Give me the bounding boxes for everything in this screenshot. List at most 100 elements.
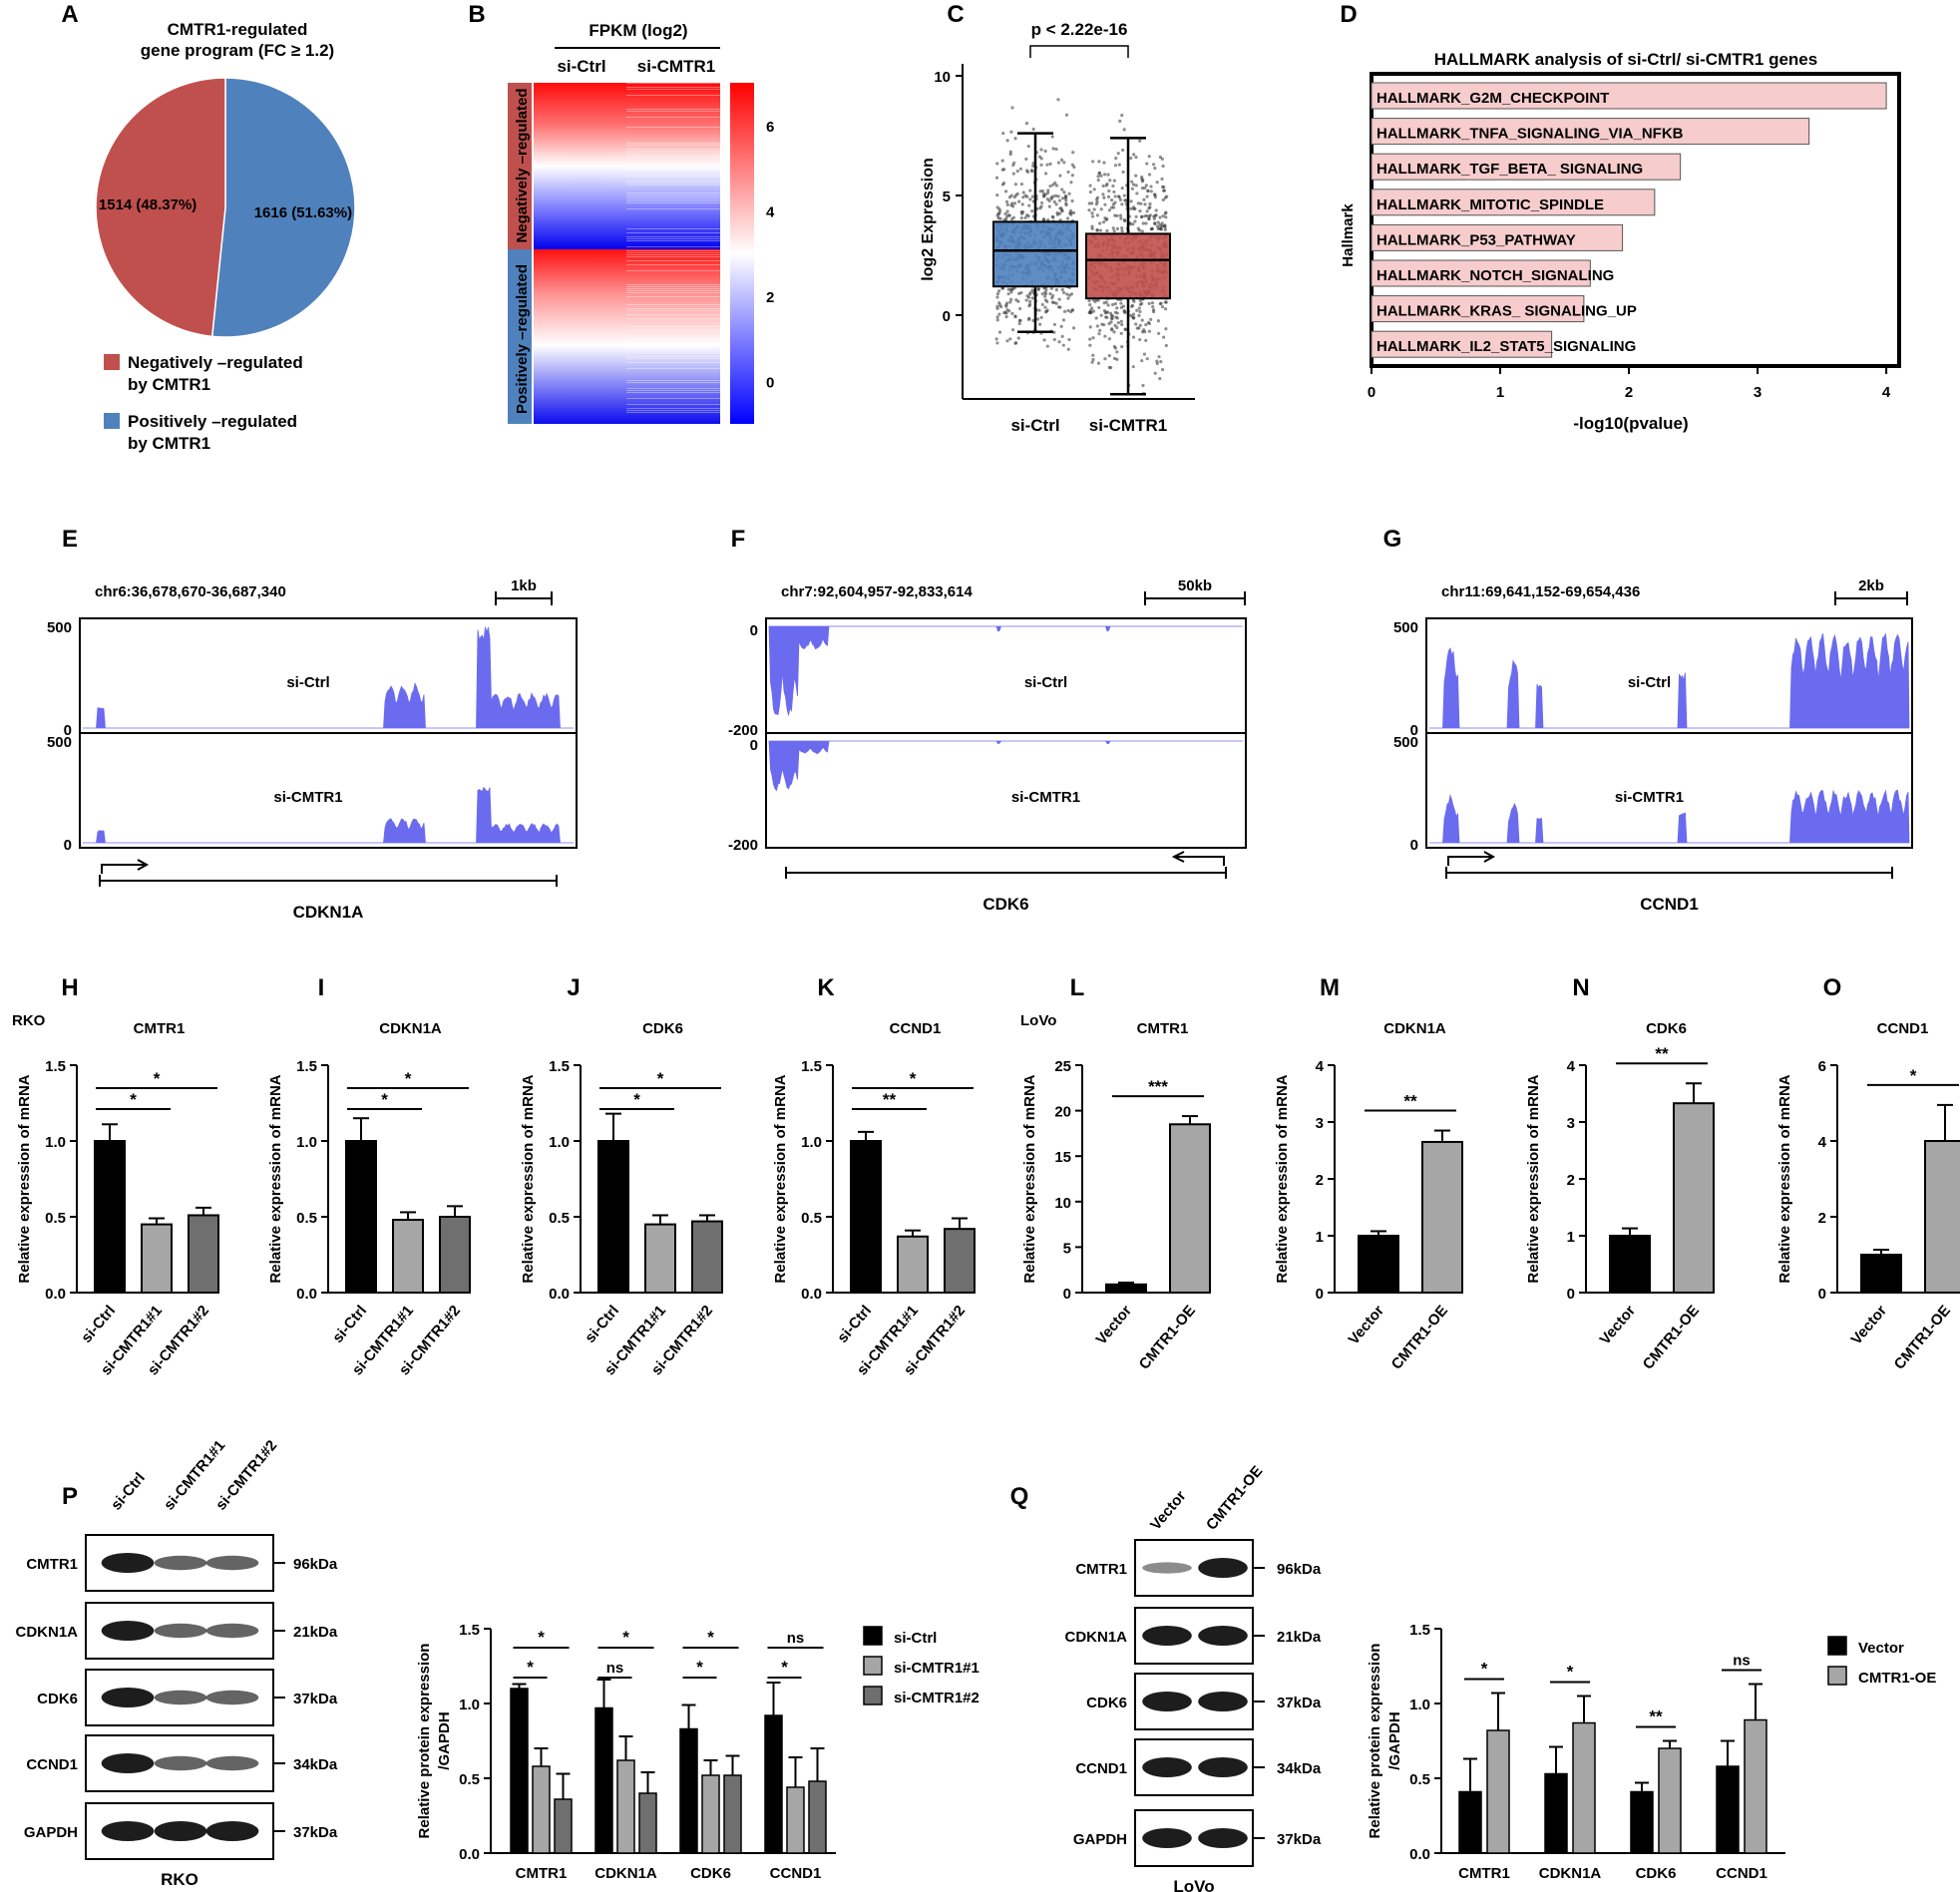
jitter-point [1001,132,1005,136]
heatmap-row [626,232,720,233]
heatmap-row [626,111,720,112]
jitter-point [1009,130,1013,134]
y-axis-max: 500 [1393,619,1418,636]
heatmap-row [626,240,720,241]
jitter-point [1138,323,1142,327]
jitter-point [1047,198,1051,202]
y-tick-label: 0.5 [45,1210,66,1227]
x-tick-label: CMTR1-OE [1388,1303,1451,1373]
heatmap-block [534,249,720,424]
track-name: si-CMTR1 [1011,789,1080,806]
jitter-point [1150,301,1155,305]
jitter-point [1128,222,1132,226]
jitter-point [1157,355,1161,359]
jitter-point [1057,340,1061,344]
bar [439,1216,471,1294]
cell-line-label: RKO [161,1870,198,1889]
bar [594,1706,613,1854]
bar-label: HALLMARK_TGF_BETA_ SIGNALING [1376,161,1643,178]
jitter-point [1122,128,1126,132]
hbar-D: HALLMARK analysis of si-Ctrl/ si-CMTR1 g… [1340,50,1901,433]
bar-label: HALLMARK_IL2_STAT5_SIGNALING [1376,338,1636,355]
jitter-point [1042,338,1046,342]
heatmap-row [626,330,720,331]
jitter-point [1007,309,1011,313]
jitter-point [1115,226,1120,230]
heatmap-row [626,254,720,255]
jitter-point [1134,322,1138,326]
jitter-point [1115,350,1119,354]
jitter-point [1058,211,1062,215]
y-tick-label: 0.5 [801,1210,822,1227]
heatmap-row [626,390,720,391]
coverage-trace [768,740,1243,792]
y-tick-label: 0.0 [1409,1846,1430,1863]
x-tick-label: 4 [1882,384,1891,401]
significance-label: * [1481,1660,1488,1679]
jitter-point [1009,297,1013,301]
jitter-point [1134,156,1138,160]
y-tick-label: 0 [943,308,951,325]
box [1085,232,1171,300]
jitter-point [1030,296,1034,300]
jitter-point [1025,213,1029,217]
bar [701,1774,720,1854]
heatmap-row [626,185,720,186]
chart-title: CDKN1A [379,1020,442,1037]
grouped-bar-P_bar: 0.0 0.5 1.0 1.5 Relative protein expression /… [416,1622,980,1882]
jitter-point [1109,197,1114,202]
jitter-point [1017,291,1021,295]
heatmap-row [626,346,720,347]
jitter-point [1091,357,1095,362]
jitter-point [1095,213,1099,217]
track-name: si-Ctrl [1628,674,1671,691]
heatmap-row [626,238,720,239]
y-tick-label: 0.0 [801,1286,822,1303]
jitter-point [1131,222,1135,226]
bar-label: HALLMARK_G2M_CHECKPOINT [1376,90,1609,107]
jitter-point [1153,221,1157,225]
panel-label-B: B [468,1,485,28]
jitter-point [1090,306,1094,310]
x-tick-label: si-Ctrl [582,1303,622,1346]
heatmap-row [626,202,720,203]
jitter-point [1110,317,1114,321]
jitter-point [1045,163,1049,167]
gene-name: CDKN1A [293,903,364,922]
jitter-point [1160,367,1165,372]
legend-label: by CMTR1 [128,434,210,453]
coverage-trace [1429,789,1910,844]
jitter-point [1115,357,1119,361]
y-axis-min: 0 [64,837,72,854]
jitter-point [1151,308,1156,312]
jitter-point [1156,220,1160,224]
bar [1421,1140,1463,1294]
jitter-point [1153,167,1157,171]
panel-label-K: K [817,974,835,1001]
jitter-point [1155,181,1159,185]
jitter-point [1061,318,1065,322]
heatmap-row [626,284,720,285]
kda-label: 96kDa [1277,1561,1322,1578]
jitter-point [1058,206,1062,210]
y-axis-min: -200 [728,722,758,739]
jitter-point [1157,331,1161,335]
grouped-bar-Q_bar: 0.0 0.5 1.0 1.5 Relative protein expression /… [1367,1622,1936,1882]
bar-chart-H: RKO CMTR1 0.0 0.5 1.0 1.5 Relative expression … [12,1012,219,1378]
jitter-point [1027,203,1031,207]
jitter-point [1091,160,1095,164]
jitter-point [1137,313,1141,317]
jitter-point [1101,220,1106,224]
y-tick-label: 0.5 [296,1210,317,1227]
blot-band [205,1821,259,1841]
y-tick-label: 1.5 [549,1058,570,1075]
cell-line-label: LoVo [1173,1877,1214,1892]
blot-band [101,1753,155,1773]
jitter-point [1000,159,1004,163]
jitter-point [1031,318,1035,323]
panel-label-G: G [1383,526,1402,553]
jitter-point [1113,346,1117,350]
jitter-point [1109,320,1113,324]
jitter-point [1042,193,1046,198]
jitter-point [1016,336,1020,340]
